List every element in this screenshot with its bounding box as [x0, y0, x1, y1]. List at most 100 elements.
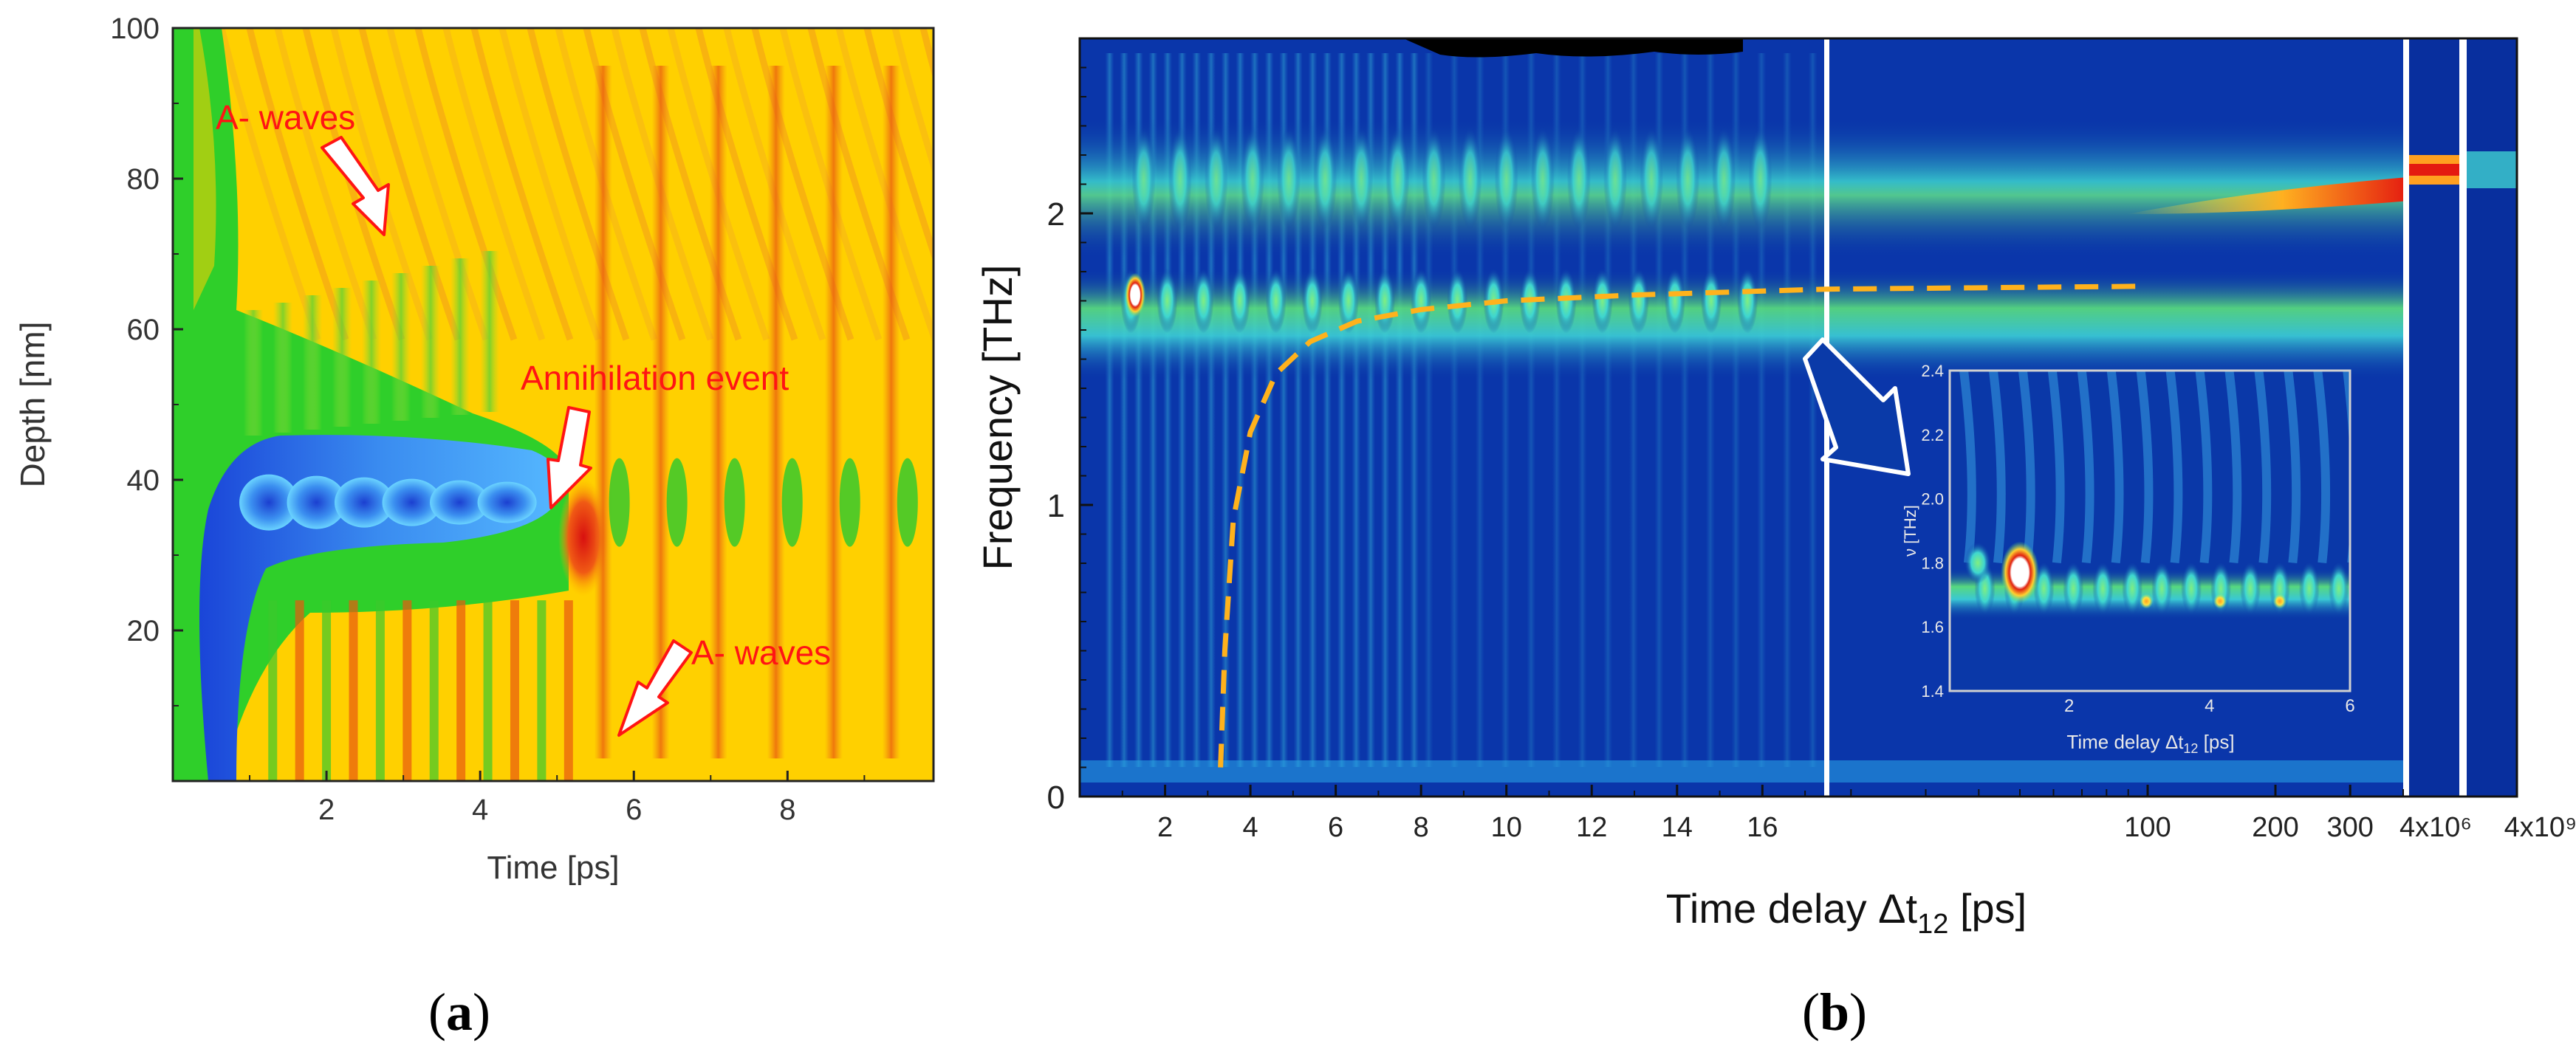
panel-a-xlabel: Time [ps] [487, 850, 619, 886]
emitted-wave-red [651, 66, 670, 759]
inset-blob [2181, 562, 2202, 616]
x-tick-label: 2 [318, 794, 335, 826]
inset-blob [2122, 562, 2143, 616]
annotation-a-waves-top: A- waves [216, 98, 355, 137]
band-blob [1712, 126, 1736, 230]
x-tick-label: 8 [1414, 812, 1429, 843]
inset-blob [2298, 562, 2320, 616]
band-blob [1592, 268, 1613, 334]
emitted-wave-green [724, 458, 745, 547]
inset-y-tick-label: 1.6 [1921, 618, 1944, 636]
inset-blobs [1964, 541, 2349, 616]
panel-a-yellow-edge [193, 28, 216, 310]
panel-b-column-4e9-band [2467, 151, 2517, 188]
lower-striation [375, 600, 385, 781]
wave-streak [470, 28, 574, 341]
panel-b-separator-4e6 [2403, 38, 2409, 797]
x-tick-label: 4 [472, 794, 488, 826]
domain-lobe [239, 474, 299, 531]
inset-x-tick-label: 4 [2205, 696, 2214, 716]
main-peak [1125, 272, 1146, 317]
panel-a-ylabel: Depth [nm] [13, 322, 52, 488]
wave-streak [499, 28, 602, 341]
inset-hotspot [2272, 594, 2286, 609]
inset-blob [2151, 562, 2173, 616]
band-blob [1131, 126, 1156, 230]
emitted-wave-red [882, 66, 900, 759]
band-blob [1277, 126, 1301, 230]
inset-streak [2195, 371, 2213, 564]
inset-streak [2018, 371, 2035, 564]
panel-b-column-4e6-peak [2409, 164, 2459, 176]
inset-streak [2313, 371, 2331, 564]
emitted-wave-red [824, 66, 843, 759]
domain-lobe [430, 480, 490, 525]
band-blob [1385, 126, 1410, 230]
panel-b-fit-curve [1218, 283, 2148, 768]
inset-main-peak [2001, 541, 2040, 604]
arrow-annihilation [547, 406, 592, 509]
panel-b-xlabel: Time delay Δt12 [ps] [1666, 885, 2027, 940]
band-blob [1204, 126, 1228, 230]
green-striation [421, 266, 440, 418]
x-tick-label: 14 [1662, 812, 1693, 843]
x-tick-label: 10 [1491, 812, 1522, 843]
inset-streak [1988, 371, 2006, 564]
panel-a-label: (a) [428, 983, 490, 1042]
band-blob [1676, 126, 1700, 230]
emitted-wave-red [767, 66, 785, 759]
band-blob [1193, 268, 1214, 334]
annotation-annihilation: Annihilation event [521, 359, 789, 397]
lower-striation [537, 600, 547, 781]
wave-streak [274, 28, 377, 341]
panel-b-label: (b) [1802, 983, 1867, 1042]
band-blob [1374, 268, 1396, 334]
inset-streak [2284, 371, 2301, 564]
x-tick-label: 6 [626, 794, 642, 826]
panel-b-zero-band [1080, 760, 2517, 783]
emitted-wave-red [594, 66, 612, 759]
emitted-wave-red [709, 66, 727, 759]
band-blob [1628, 268, 1649, 334]
band-blob [1494, 126, 1518, 230]
annotation-a-waves-bottom: A- waves [691, 633, 831, 672]
green-striation [480, 251, 499, 412]
inset-streak [2077, 371, 2094, 564]
band-blob [1265, 268, 1287, 334]
inset-streak [2136, 371, 2154, 564]
x-tick-label: 12 [1576, 812, 1607, 843]
panel-b-long-delay-peak [2127, 177, 2409, 214]
arrow-a-waves-bottom [617, 639, 693, 737]
lower-striation [564, 600, 573, 781]
arrow-a-waves-top [321, 136, 390, 236]
band-blob [1748, 126, 1772, 230]
wave-streak [835, 28, 934, 341]
x-tick-label: 2 [1157, 812, 1173, 843]
band-blob [1240, 126, 1264, 230]
y-tick-label: 1 [1047, 488, 1065, 524]
wave-streak [330, 28, 434, 341]
wave-streak [723, 28, 826, 341]
inset-streak [2224, 371, 2242, 564]
panel-a-emitted-waves [594, 66, 918, 759]
domain-lobe [477, 481, 537, 523]
lower-striation [295, 600, 304, 781]
panel-a-domain-lobes [239, 474, 537, 531]
x-tick-label: 4x10⁶ [2399, 812, 2472, 843]
band-blob [1701, 268, 1722, 334]
wave-streak [442, 28, 546, 341]
wave-streak [246, 28, 349, 341]
inset-y-tick-label: 2.4 [1921, 362, 1944, 380]
emitted-wave-green [897, 458, 918, 547]
emitted-wave-green [781, 458, 803, 547]
x-tick-label: 200 [2252, 812, 2298, 843]
green-striation [332, 288, 352, 427]
band-blob [1458, 126, 1482, 230]
panel-b-lower-band [1080, 269, 2517, 380]
panel-b-top-mask [1403, 38, 1743, 58]
inset-xlabel: Time delay Δt12 [ps] [2066, 731, 2234, 756]
inset-blob [1964, 542, 1992, 584]
band-blob [1664, 268, 1685, 334]
x-tick-label: 100 [2124, 812, 2171, 843]
panel-b-xlabel-sub: 12 [1917, 909, 1948, 940]
